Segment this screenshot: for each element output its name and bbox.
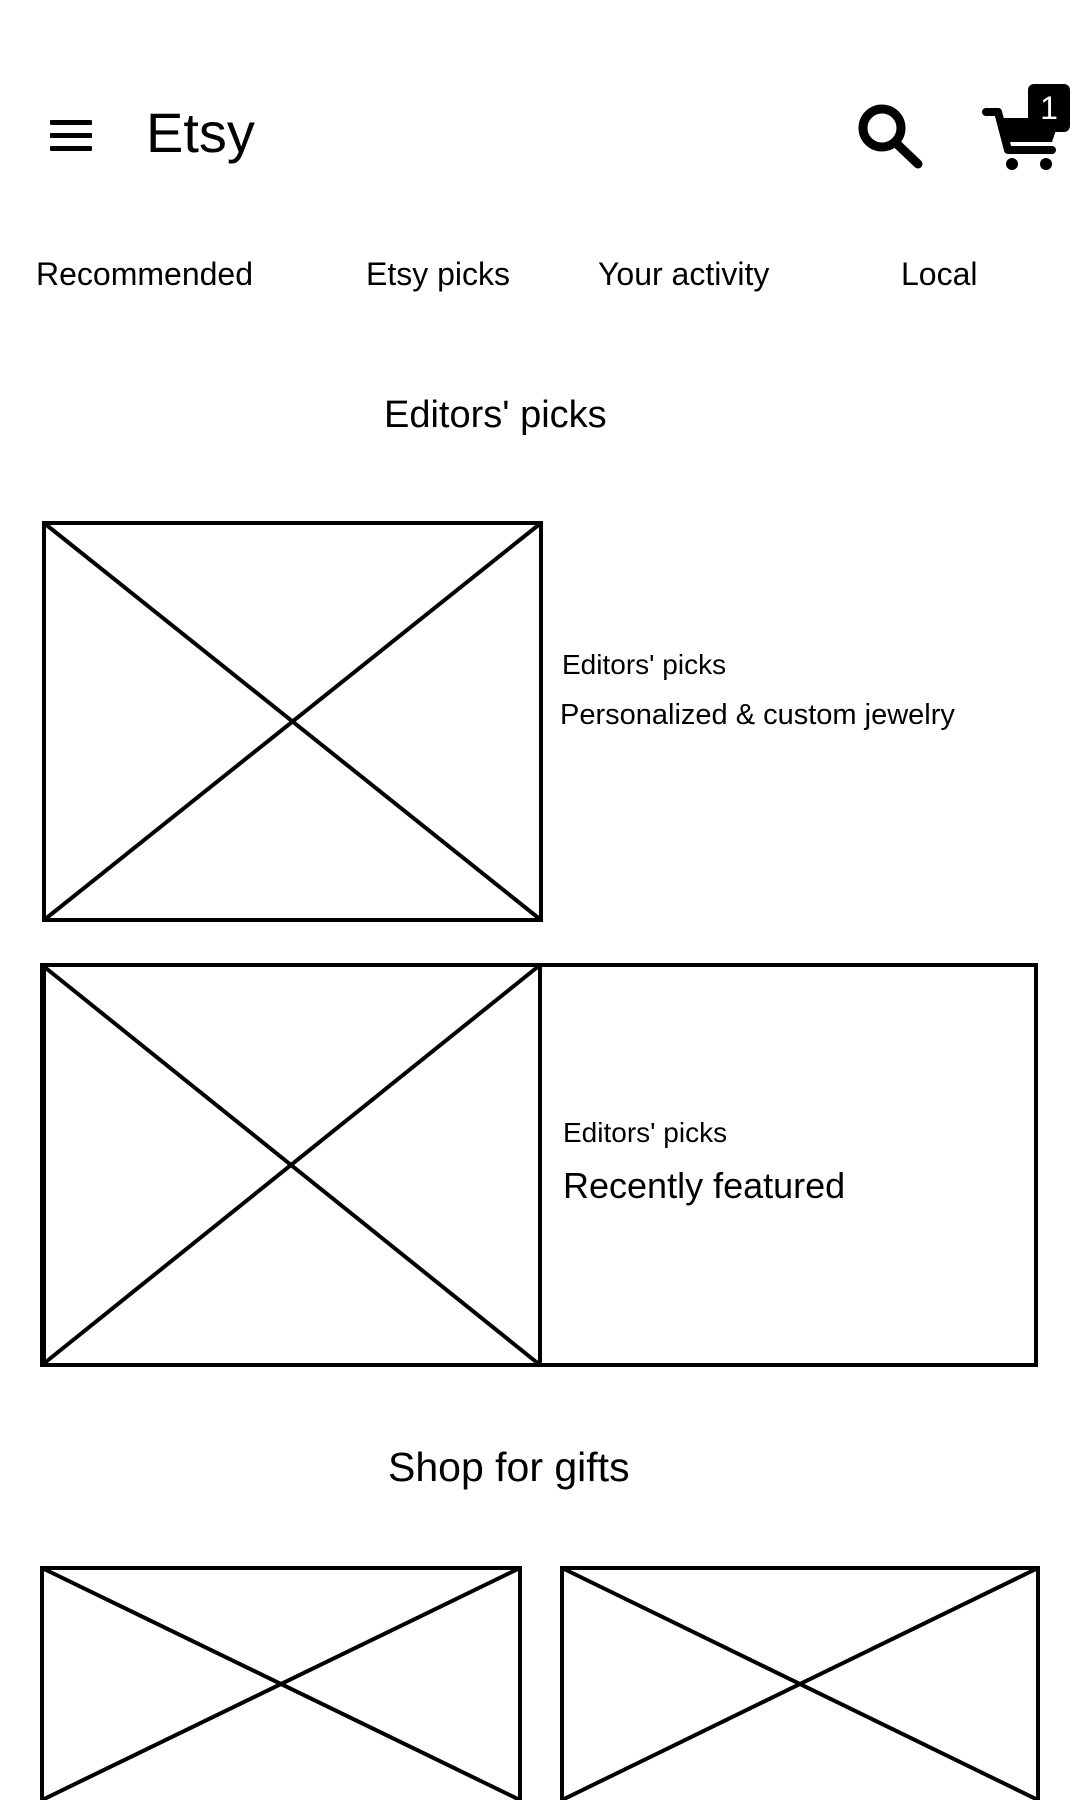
image-placeholder-icon[interactable] <box>42 521 543 922</box>
search-icon[interactable] <box>854 100 928 174</box>
card-label: Editors' picks <box>562 649 727 680</box>
tab-local[interactable]: Local <box>901 256 978 292</box>
app-title: Etsy <box>146 101 255 164</box>
image-placeholder-icon[interactable] <box>560 1566 1040 1800</box>
section-title-shop-for-gifts: Shop for gifts <box>388 1444 630 1490</box>
card-title[interactable]: Recently featured <box>563 1165 846 1206</box>
section-title-editors-picks: Editors' picks <box>384 394 607 436</box>
tab-your-activity[interactable]: Your activity <box>598 256 770 292</box>
card-label: Editors' picks <box>563 1117 728 1148</box>
hamburger-menu-icon[interactable] <box>44 116 98 156</box>
card-title[interactable]: Personalized & custom jewelry <box>560 699 955 731</box>
tab-recommended[interactable]: Recommended <box>36 256 253 292</box>
tab-etsy-picks[interactable]: Etsy picks <box>366 256 511 292</box>
cart-count-badge: 1 <box>1028 84 1070 132</box>
image-placeholder-icon[interactable] <box>40 963 542 1367</box>
image-placeholder-icon[interactable] <box>40 1566 522 1800</box>
